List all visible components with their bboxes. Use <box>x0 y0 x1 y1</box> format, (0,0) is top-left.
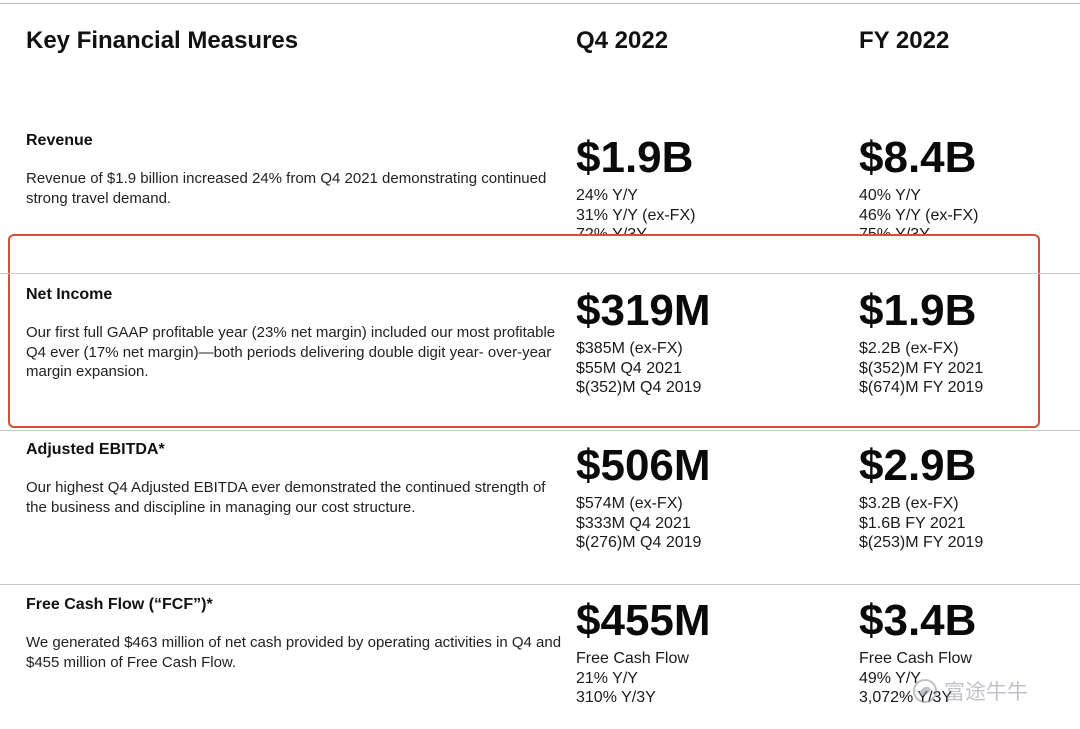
fcf-fy-value: $3.4B <box>859 596 977 645</box>
revenue-description: Revenue of $1.9 billion increased 24% fr… <box>26 170 547 207</box>
revenue-q4-detail: 24% Y/Y <box>576 187 638 204</box>
page-title: Key Financial Measures <box>26 27 299 54</box>
ebitda-fy-value: $2.9B <box>859 441 977 490</box>
net-income-fy-column: $1.9B $2.2B (ex-FX) $(352)M FY 2021 $(67… <box>859 287 983 398</box>
net-income-fy-value: $1.9B <box>859 286 977 335</box>
top-divider <box>0 3 1080 4</box>
fcf-q4-column: $455M Free Cash Flow 21% Y/Y 310% Y/3Y <box>576 597 711 708</box>
net-income-q4-value: $319M <box>576 286 711 335</box>
ebitda-fy-column: $2.9B $3.2B (ex-FX) $1.6B FY 2021 $(253)… <box>859 442 983 553</box>
watermark-text: 富途牛牛 <box>944 680 1028 704</box>
fcf-q4-value: $455M <box>576 596 711 645</box>
ebitda-title: Adjusted EBITDA* <box>26 441 165 458</box>
ebitda-q4-column: $506M $574M (ex-FX) $333M Q4 2021 $(276)… <box>576 442 711 553</box>
futu-logo-icon <box>913 679 937 703</box>
fcf-fy-detail: Free Cash Flow <box>859 650 972 667</box>
ebitda-fy-detail: $1.6B FY 2021 <box>859 514 966 532</box>
revenue-fy-value: $8.4B <box>859 133 977 182</box>
ebitda-fy-details: $3.2B (ex-FX) $1.6B FY 2021 $(253)M FY 2… <box>859 494 983 553</box>
section-divider <box>0 273 1080 274</box>
revenue-fy-detail: 40% Y/Y <box>859 187 921 204</box>
net-income-highlight-box <box>8 234 1040 428</box>
fcf-fy-column: $3.4B Free Cash Flow 49% Y/Y 3,072% Y/3Y <box>859 597 976 708</box>
net-income-q4-details: $385M (ex-FX) $55M Q4 2021 $(352)M Q4 20… <box>576 339 711 398</box>
fcf-q4-details: Free Cash Flow 21% Y/Y 310% Y/3Y <box>576 649 711 708</box>
section-divider <box>0 584 1080 585</box>
section-divider <box>0 430 1080 431</box>
ebitda-fy-detail: $(253)M FY 2019 <box>859 534 984 551</box>
revenue-fy-detail: 46% Y/Y (ex-FX) <box>859 206 979 224</box>
net-income-fy-detail: $(674)M FY 2019 <box>859 379 984 396</box>
ebitda-q4-details: $574M (ex-FX) $333M Q4 2021 $(276)M Q4 2… <box>576 494 711 553</box>
net-income-q4-detail: $(352)M Q4 2019 <box>576 379 702 396</box>
fcf-q4-detail: 310% Y/3Y <box>576 689 656 706</box>
ebitda-q4-detail: $574M (ex-FX) <box>576 495 683 512</box>
revenue-q4-details: 24% Y/Y 31% Y/Y (ex-FX) 72% Y/3Y <box>576 186 695 234</box>
watermark: 富途牛牛 <box>912 676 1028 706</box>
net-income-fy-details: $2.2B (ex-FX) $(352)M FY 2021 $(674)M FY… <box>859 339 983 398</box>
fcf-q4-detail: 21% Y/Y <box>576 669 638 687</box>
fcf-q4-detail: Free Cash Flow <box>576 650 689 667</box>
net-income-q4-column: $319M $385M (ex-FX) $55M Q4 2021 $(352)M… <box>576 287 711 398</box>
fcf-fy-detail: 49% Y/Y <box>859 669 921 687</box>
revenue-q4-value: $1.9B <box>576 133 694 182</box>
revenue-q4-column: $1.9B 24% Y/Y 31% Y/Y (ex-FX) 72% Y/3Y <box>576 133 695 235</box>
ebitda-q4-detail: $(276)M Q4 2019 <box>576 534 702 551</box>
net-income-title: Net Income <box>26 286 113 303</box>
column-header-fy: FY 2022 <box>859 27 950 54</box>
column-header-q4: Q4 2022 <box>576 27 669 54</box>
net-income-fy-detail: $2.2B (ex-FX) <box>859 340 959 357</box>
revenue-fy-column: $8.4B 40% Y/Y 46% Y/Y (ex-FX) 75% Y/3Y <box>859 133 978 235</box>
revenue-values-clip: $1.9B 24% Y/Y 31% Y/Y (ex-FX) 72% Y/3Y $… <box>560 130 1080 235</box>
fcf-title: Free Cash Flow (“FCF”)* <box>26 596 213 613</box>
net-income-fy-detail: $(352)M FY 2021 <box>859 359 984 377</box>
revenue-q4-detail: 31% Y/Y (ex-FX) <box>576 206 696 224</box>
ebitda-description: Our highest Q4 Adjusted EBITDA ever demo… <box>26 479 546 516</box>
revenue-fy-details: 40% Y/Y 46% Y/Y (ex-FX) 75% Y/3Y <box>859 186 978 234</box>
revenue-fy-detail: 75% Y/3Y <box>859 225 978 234</box>
revenue-title: Revenue <box>26 132 93 149</box>
ebitda-q4-value: $506M <box>576 441 711 490</box>
net-income-description: Our first full GAAP profitable year (23%… <box>26 324 556 380</box>
ebitda-q4-detail: $333M Q4 2021 <box>576 514 691 532</box>
fcf-description: We generated $463 million of net cash pr… <box>26 634 562 671</box>
ebitda-fy-detail: $3.2B (ex-FX) <box>859 495 959 512</box>
net-income-q4-detail: $55M Q4 2021 <box>576 359 682 377</box>
revenue-q4-detail: 72% Y/3Y <box>576 225 695 234</box>
net-income-q4-detail: $385M (ex-FX) <box>576 340 683 357</box>
